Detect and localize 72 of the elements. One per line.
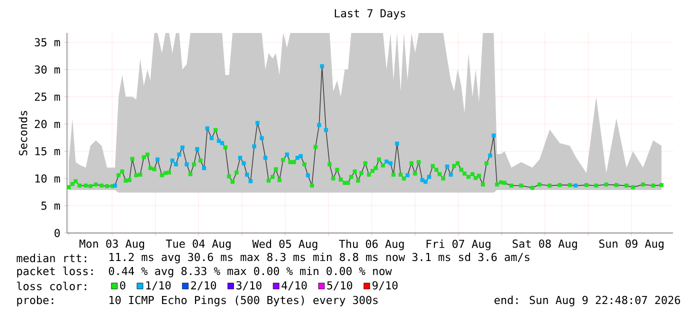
text: median rtt: — [16, 254, 86, 262]
point — [296, 156, 300, 160]
point — [210, 136, 214, 140]
point — [306, 173, 310, 178]
x-tick-label: Thu 06 Aug — [339, 240, 404, 250]
point — [285, 152, 290, 157]
point — [220, 141, 224, 146]
point — [448, 172, 453, 177]
point — [205, 126, 210, 130]
y-tick-label: 20 m — [34, 120, 60, 128]
x-tick-label: Tue 04 Aug — [166, 240, 231, 250]
point — [427, 174, 432, 179]
point — [216, 138, 221, 143]
point — [156, 157, 160, 162]
y-tick-label: 35 m — [34, 38, 60, 46]
y-tick-label: 0 — [54, 228, 60, 238]
y-tick-label: 5 m — [41, 202, 60, 210]
point — [445, 164, 450, 169]
y-tick-label: 15 m — [35, 147, 60, 156]
y-tick-label: 10 m — [35, 174, 60, 183]
x-tick-label: Fri 07 Aug — [426, 240, 490, 250]
point — [260, 136, 264, 140]
y-tick-label: 30 m — [34, 65, 60, 74]
legend-label: 1/10 — [146, 281, 171, 290]
y-axis-title: Seconds — [18, 110, 28, 156]
point — [202, 166, 206, 170]
chart-title: Last 7 Days — [334, 9, 406, 20]
point — [574, 184, 578, 188]
point — [248, 179, 253, 184]
point — [195, 147, 200, 152]
point — [424, 180, 428, 184]
legend-label: 0 — [120, 281, 126, 290]
text: 0.44 % avg 8.33 % max 0.00 % min 0.00 % now — [108, 266, 392, 278]
legend-label: 3/10 — [236, 281, 262, 290]
point — [184, 162, 189, 166]
point — [395, 142, 400, 146]
point — [174, 162, 178, 166]
point — [324, 128, 328, 132]
legend-title: loss color: — [17, 282, 86, 290]
x-tick-label: Sun 09 Aug — [599, 240, 664, 250]
point — [317, 123, 322, 128]
x-tick-label: Mon 03 Aug — [80, 240, 144, 250]
point — [238, 156, 242, 160]
text: packet loss: — [17, 266, 93, 278]
point — [112, 184, 117, 188]
text: 11.2 ms avg 30.6 ms max 8.3 ms min 8.8 ms now 3.1 ms sd 3.6 am/s — [110, 252, 530, 264]
point — [263, 156, 268, 160]
point — [406, 173, 410, 178]
legend-label: 4/10 — [282, 281, 307, 290]
point — [488, 154, 492, 158]
point — [320, 64, 324, 68]
legend-label: 9/10 — [372, 281, 398, 290]
text: probe: — [17, 296, 54, 306]
text: 10 ICMP Echo Pings (500 Bytes) every 300s — [110, 296, 378, 306]
y-tick-label: 25 m — [34, 92, 60, 101]
point — [180, 145, 184, 150]
point — [420, 178, 424, 182]
point — [388, 161, 393, 166]
legend-label: 5/10 — [327, 281, 352, 290]
legend-label: 2/10 — [191, 281, 216, 290]
point — [298, 154, 303, 158]
point — [384, 160, 389, 164]
point — [242, 161, 246, 166]
point — [170, 158, 174, 163]
point — [492, 133, 496, 138]
point — [255, 120, 260, 125]
point — [252, 144, 256, 148]
text: end: Sun Aug 9 22:48:07 2026 — [494, 296, 680, 306]
x-tick-label: Wed 05 Aug — [252, 240, 318, 250]
x-tick-label: Sat 08 Aug — [512, 240, 577, 250]
point — [177, 152, 182, 157]
point — [245, 172, 249, 177]
